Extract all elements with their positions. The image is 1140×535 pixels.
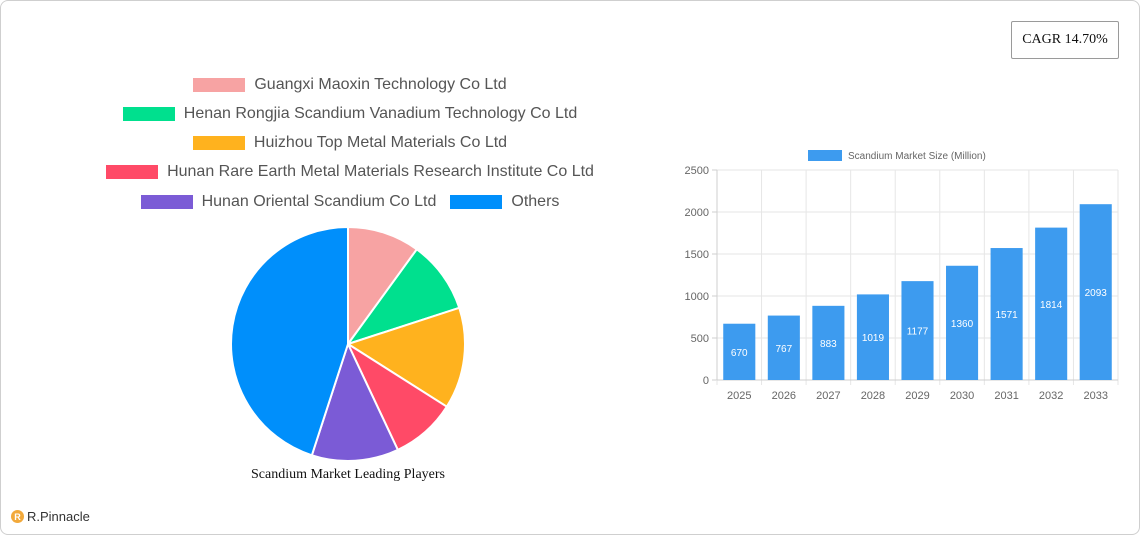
pie-chart-title: Scandium Market Leading Players <box>250 467 445 482</box>
legend-swatch-2 <box>192 136 245 150</box>
legend-label-0: Guangxi Maoxin Technology Co Ltd <box>254 76 507 93</box>
legend-item-4[interactable]: Hunan Oriental Scandium Co Ltd <box>140 193 437 211</box>
pie-slice-2[interactable] <box>345 306 466 409</box>
bar-chart: Scandium Market Size (Million) 0 500 1000 15… <box>685 150 1119 402</box>
x-tick-label-2026: 2026 <box>772 390 796 402</box>
bar-2032[interactable] <box>1035 227 1068 380</box>
bar-2031[interactable] <box>990 248 1023 380</box>
legend-label-2: Huizhou Top Metal Materials Co Ltd <box>253 134 508 151</box>
bar-value-label-2029: 1177 <box>907 327 929 338</box>
y-tick-label-0: 0 <box>703 375 709 387</box>
bar-value-label-2025: 670 <box>731 348 748 359</box>
legend-swatch-0 <box>193 78 246 92</box>
bar-value-label-2031: 1571 <box>995 310 1018 321</box>
bar-2027[interactable] <box>812 305 845 380</box>
x-tick-label-2033: 2033 <box>1083 390 1107 402</box>
y-tick-label-5: 2500 <box>685 165 709 177</box>
bar-value-label-2027: 883 <box>820 339 837 350</box>
pie-slice-4[interactable] <box>310 341 400 462</box>
legend-label-5: Others <box>511 193 560 210</box>
legend-label-4: Hunan Oriental Scandium Co Ltd <box>201 193 437 210</box>
legend-item-0[interactable]: Guangxi Maoxin Technology Co Ltd <box>193 76 507 94</box>
x-tick-label-2030: 2030 <box>950 390 974 402</box>
x-tick-label-2032: 2032 <box>1039 390 1063 402</box>
bar-value-label-2026: 767 <box>775 344 792 355</box>
bar-value-label-2033: 2093 <box>1085 288 1108 299</box>
legend-label-3: Hunan Rare Earth Metal Materials Researc… <box>167 163 594 180</box>
y-tick-label-4: 2000 <box>685 207 709 219</box>
legend-item-5[interactable]: Others <box>450 193 559 211</box>
bar-2030[interactable] <box>946 265 979 380</box>
x-tick-label-2025: 2025 <box>727 390 751 402</box>
logo-icon: R <box>11 510 24 523</box>
brand-logo: R R.Pinnacle <box>11 509 90 524</box>
legend-swatch-4 <box>140 195 193 209</box>
bar-value-label-2032: 1814 <box>1040 300 1063 311</box>
x-tick-label-2028: 2028 <box>861 390 885 402</box>
bar-2028[interactable] <box>856 294 889 380</box>
legend-item-1[interactable]: Henan Rongjia Scandium Vanadium Technolo… <box>122 105 578 123</box>
legend-item-3[interactable]: Hunan Rare Earth Metal Materials Researc… <box>106 163 594 181</box>
legend-swatch-1 <box>122 107 175 121</box>
bar-2029[interactable] <box>901 281 934 380</box>
logo-text: R.Pinnacle <box>27 509 90 524</box>
bar-2026[interactable] <box>767 315 800 380</box>
bar-2025[interactable] <box>723 323 756 380</box>
pie-slice-1[interactable] <box>345 247 461 346</box>
legend-swatch-5 <box>450 195 503 209</box>
y-tick-label-1: 500 <box>691 333 709 345</box>
pie-slice-0[interactable] <box>347 225 419 348</box>
bar-legend-swatch <box>808 150 842 161</box>
y-tick-label-2: 1000 <box>685 291 709 303</box>
cagr-label: CAGR 14.70% <box>1022 32 1108 47</box>
bar-legend[interactable]: Scandium Market Size (Million) <box>808 150 986 162</box>
bar-legend-label: Scandium Market Size (Million) <box>848 151 986 162</box>
x-tick-label-2027: 2027 <box>816 390 840 402</box>
bar-value-label-2030: 1360 <box>951 319 974 330</box>
legend-label-1: Henan Rongjia Scandium Vanadium Technolo… <box>183 105 578 122</box>
pie-slice-5[interactable] <box>230 225 349 457</box>
cagr-badge: CAGR 14.70% <box>1011 21 1119 59</box>
y-tick-label-3: 1500 <box>685 249 709 261</box>
bar-2033[interactable] <box>1079 204 1112 380</box>
legend-swatch-3 <box>106 165 159 179</box>
legend-item-2[interactable]: Huizhou Top Metal Materials Co Ltd <box>192 134 508 152</box>
bar-value-label-2028: 1019 <box>862 333 885 344</box>
pie-chart <box>230 225 466 462</box>
x-tick-label-2029: 2029 <box>905 390 929 402</box>
x-tick-label-2031: 2031 <box>994 390 1018 402</box>
